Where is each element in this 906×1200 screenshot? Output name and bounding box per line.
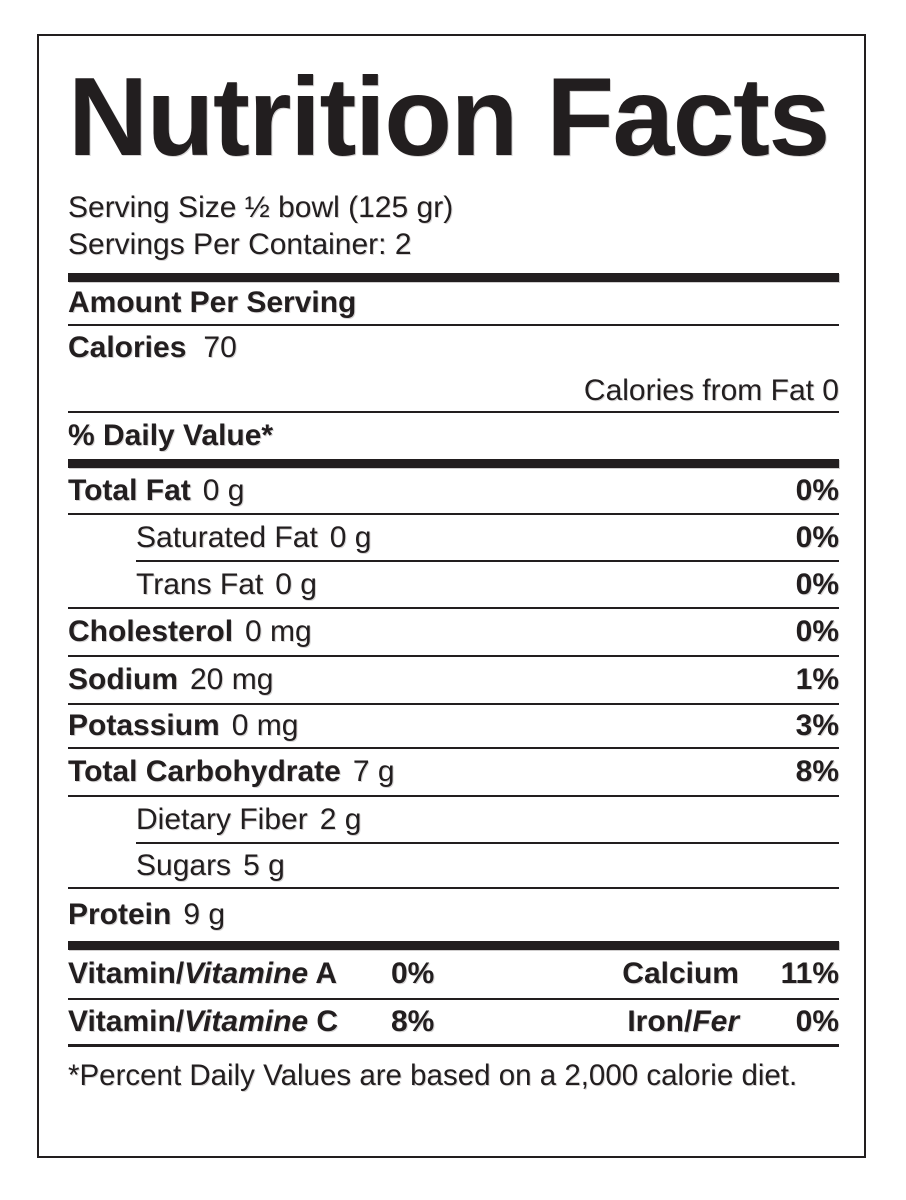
nutrient-row-total-fat: Total Fat 0 g 0%: [68, 468, 839, 516]
daily-value-header: % Daily Value*: [68, 419, 274, 453]
nutrient-amount: 0 mg: [231, 709, 299, 743]
serving-size: Serving Size ½ bowl (125 gr): [68, 191, 454, 225]
nutrient-amount: 9 g: [183, 898, 226, 932]
nutrient-name: Trans Fat: [136, 567, 264, 601]
calories-label: Calories: [68, 331, 187, 365]
calories-row: Calories 70: [68, 326, 839, 370]
nutrient-amount: 7 g: [352, 755, 395, 789]
nutrient-row-potassium: Potassium 0 mg 3%: [68, 705, 839, 750]
nutrient-daily-value: 0%: [795, 615, 839, 649]
nutrient-row-saturated-fat: Saturated Fat 0 g 0%: [136, 515, 839, 563]
label-prefix: Vitamin/: [68, 957, 185, 991]
nutrient-name: Dietary Fiber: [136, 802, 308, 836]
nutrient-row-sugars: Sugars 5 g: [68, 844, 839, 890]
daily-value-header-row: % Daily Value*: [68, 413, 839, 459]
label-italic-segment: Fer: [692, 1005, 739, 1039]
nutrient-row-total-carbohydrate: Total Carbohydrate 7 g 8%: [68, 749, 839, 798]
thick-divider-daily-value: [68, 459, 839, 469]
nutrient-daily-value: 0%: [795, 520, 839, 554]
nutrient-name: Total Fat: [68, 473, 191, 507]
nutrient-name: Sugars: [136, 848, 232, 882]
micronutrient-right-value: 11%: [780, 957, 839, 991]
nutrient-name: Sodium: [68, 663, 178, 697]
nutrient-daily-value: 1%: [795, 663, 839, 697]
micronutrient-row-vitamin-a-calcium: Vitamin/Vitamine A 0% Calcium 11%: [68, 950, 839, 1001]
nutrient-daily-value: 8%: [795, 755, 839, 789]
micronutrient-left-value: 0%: [391, 957, 435, 991]
calories-from-fat-row: Calories from Fat 0: [68, 370, 839, 414]
amount-per-serving-label: Amount Per Serving: [68, 286, 357, 320]
nutrient-daily-value: 3%: [795, 709, 839, 743]
label-prefix: Vitamin/: [68, 1005, 185, 1039]
nutrient-row-sodium: Sodium 20 mg 1%: [68, 657, 839, 706]
nutrient-name: Potassium: [68, 709, 220, 743]
micronutrient-right-label: Iron/Fer: [627, 1005, 739, 1039]
nutrition-facts-label: Nutrition Facts Serving Size ½ bowl (125…: [37, 34, 866, 1158]
serving-info: Serving Size ½ bowl (125 gr) Servings Pe…: [68, 189, 839, 263]
micronutrient-left-label: Vitamin/Vitamine C: [68, 1005, 391, 1039]
nutrient-daily-value: 0%: [795, 473, 839, 507]
micronutrient-left-label: Vitamin/Vitamine A: [68, 957, 391, 991]
amount-per-serving-row: Amount Per Serving: [68, 282, 839, 327]
thick-divider-micronutrients: [68, 941, 839, 951]
calories-value: 70: [203, 331, 237, 365]
nutrient-amount: 2 g: [319, 802, 362, 836]
nutrient-name: Protein: [68, 898, 172, 932]
nutrient-amount: 0 g: [202, 473, 245, 507]
label-prefix: Calcium: [622, 957, 739, 991]
nutrient-row-trans-fat: Trans Fat 0 g 0%: [68, 562, 839, 610]
nutrient-amount: 0 g: [329, 520, 372, 554]
label-suffix: C: [308, 1005, 339, 1039]
daily-value-footnote: *Percent Daily Values are based on a 2,0…: [68, 1059, 798, 1093]
nutrient-name: Cholesterol: [68, 615, 234, 649]
thick-divider-top: [68, 273, 839, 283]
servings-per-container: Servings Per Container: 2: [68, 228, 412, 262]
nutrient-amount: 20 mg: [190, 663, 274, 697]
micronutrient-row-vitamin-c-iron: Vitamin/Vitamine C 8% Iron/Fer 0%: [68, 1000, 839, 1048]
label-suffix: A: [308, 957, 337, 991]
nutrient-row-cholesterol: Cholesterol 0 mg 0%: [68, 609, 839, 658]
nutrient-amount: 0 mg: [245, 615, 312, 649]
nutrient-row-protein: Protein 9 g: [68, 889, 839, 941]
micronutrient-right-label: Calcium: [622, 957, 739, 991]
calories-from-fat-label: Calories from Fat 0: [583, 373, 839, 407]
label-italic-segment: Vitamine: [184, 1005, 309, 1039]
micronutrient-right-value: 0%: [795, 1005, 839, 1039]
nutrient-name: Saturated Fat: [136, 520, 318, 554]
micronutrient-left-value: 8%: [391, 1005, 435, 1039]
label-italic-segment: Vitamine: [184, 957, 309, 991]
nutrient-row-dietary-fiber: Dietary Fiber 2 g: [136, 797, 839, 845]
label-prefix: Iron/: [627, 1005, 693, 1039]
nutrient-daily-value: 0%: [795, 567, 839, 601]
label-title: Nutrition Facts: [68, 55, 830, 179]
nutrient-name: Total Carbohydrate: [68, 755, 341, 789]
nutrient-amount: 5 g: [243, 848, 285, 882]
nutrient-amount: 0 g: [275, 567, 317, 601]
